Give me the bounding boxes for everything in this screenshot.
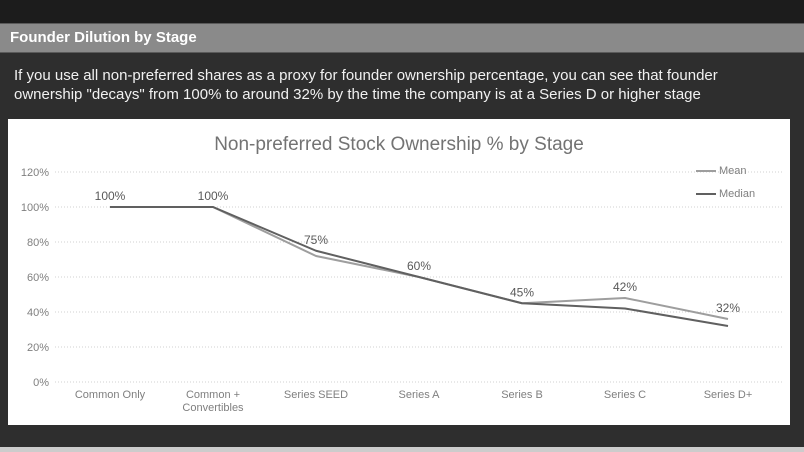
x-category-label: Series D+ [704, 389, 753, 401]
description-line-2: ownership "decays" from 100% to around 3… [14, 86, 701, 103]
series-line-median [110, 206, 729, 327]
y-tick-label: 100% [21, 202, 49, 214]
y-tick-label: 60% [27, 272, 49, 284]
legend-item-median: Median [696, 182, 786, 205]
section-title: Founder Dilution by Stage [10, 29, 197, 46]
data-label: 100% [95, 189, 126, 203]
x-category-label: Series A [399, 389, 441, 401]
y-tick-label: 120% [21, 167, 49, 179]
legend-line-icon [696, 169, 716, 172]
chart-description: If you use all non-preferred shares as a… [14, 66, 784, 104]
description-line-1: If you use all non-preferred shares as a… [14, 67, 718, 84]
x-category-label: Series SEED [284, 389, 348, 401]
ownership-by-stage-chart: 0% 20% 40% 60% 80% 100% 120% Non-preferred Stoc… [21, 134, 782, 414]
data-label: 100% [198, 189, 229, 203]
legend-line-icon [696, 192, 716, 195]
y-tick-label: 80% [27, 237, 49, 249]
chart-title: Non-preferred Stock Ownership % by Stage [214, 134, 584, 155]
legend-item-mean: Mean [696, 159, 786, 182]
x-category-label: Common + Convertibles [182, 389, 244, 414]
section-header-bar: Founder Dilution by Stage [0, 23, 804, 53]
y-tick-label: 0% [33, 377, 49, 389]
legend-label: Median [719, 187, 756, 200]
legend-label: Mean [719, 164, 747, 177]
x-category-label: Series C [604, 389, 646, 401]
data-label: 75% [304, 233, 328, 247]
chart-panel: 0% 20% 40% 60% 80% 100% 120% Non-preferred Stoc… [8, 119, 790, 425]
data-label: 42% [613, 280, 637, 294]
data-label: 45% [510, 285, 534, 299]
data-label: 60% [407, 259, 431, 273]
x-category-label: Common Only [75, 389, 146, 401]
bottom-strip [0, 447, 804, 452]
top-strip [0, 0, 804, 23]
chart-legend: Mean Median [696, 159, 786, 205]
y-tick-label: 40% [27, 307, 49, 319]
y-tick-label: 20% [27, 342, 49, 354]
data-label: 32% [716, 301, 740, 315]
x-category-label: Series B [501, 389, 543, 401]
